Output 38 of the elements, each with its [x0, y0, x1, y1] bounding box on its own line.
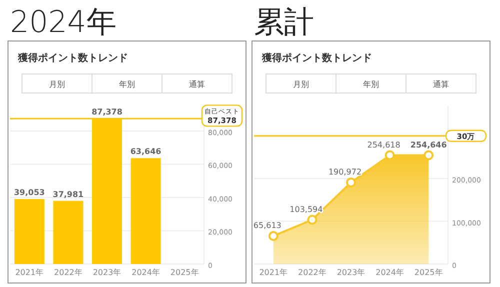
bar [53, 200, 84, 264]
point [384, 150, 395, 160]
x-tick-label: 2022年 [54, 268, 82, 277]
x-tick-label: 2025年 [414, 268, 443, 277]
bar [14, 199, 44, 264]
bar [92, 118, 122, 264]
data-label: 63,646 [130, 147, 162, 156]
data-label: 39,053 [14, 188, 45, 198]
x-tick-label: 2024年 [376, 268, 404, 277]
data-label: 254,646 [410, 140, 448, 150]
text: 年別 [363, 80, 379, 89]
chart-title: 累計 [254, 5, 314, 40]
text: 通算 [189, 80, 205, 89]
x-tick-label: 2022年 [298, 268, 326, 277]
data-label: 103,594 [290, 204, 323, 214]
chart-subtitle: 獲得ポイント数トレンド [17, 52, 128, 64]
data-label: 254,618 [367, 140, 400, 150]
chart-title: 2024年 [10, 5, 116, 40]
data-label: 190,972 [328, 167, 362, 176]
x-tick-label: 2024年 [132, 268, 160, 277]
x-tick-label: 2025年 [170, 268, 199, 277]
x-tick-label: 2023年 [336, 268, 366, 277]
x-tick-label: 2021年 [259, 268, 288, 277]
text: 月別 [49, 80, 65, 89]
point [424, 150, 434, 160]
text: 月別 [293, 80, 309, 89]
data-label: 37,981 [52, 190, 84, 199]
text: 年別 [119, 80, 135, 89]
point [346, 177, 356, 188]
data-label: 65,613 [253, 220, 282, 230]
point [268, 230, 278, 241]
text: 通算 [433, 80, 449, 89]
point [307, 214, 318, 225]
chart-subtitle: 獲得ポイント数トレンド [261, 52, 372, 64]
x-tick-label: 2021年 [15, 268, 44, 277]
bar [130, 158, 161, 264]
x-tick-label: 2023年 [92, 268, 122, 277]
data-label: 87,378 [92, 108, 123, 117]
